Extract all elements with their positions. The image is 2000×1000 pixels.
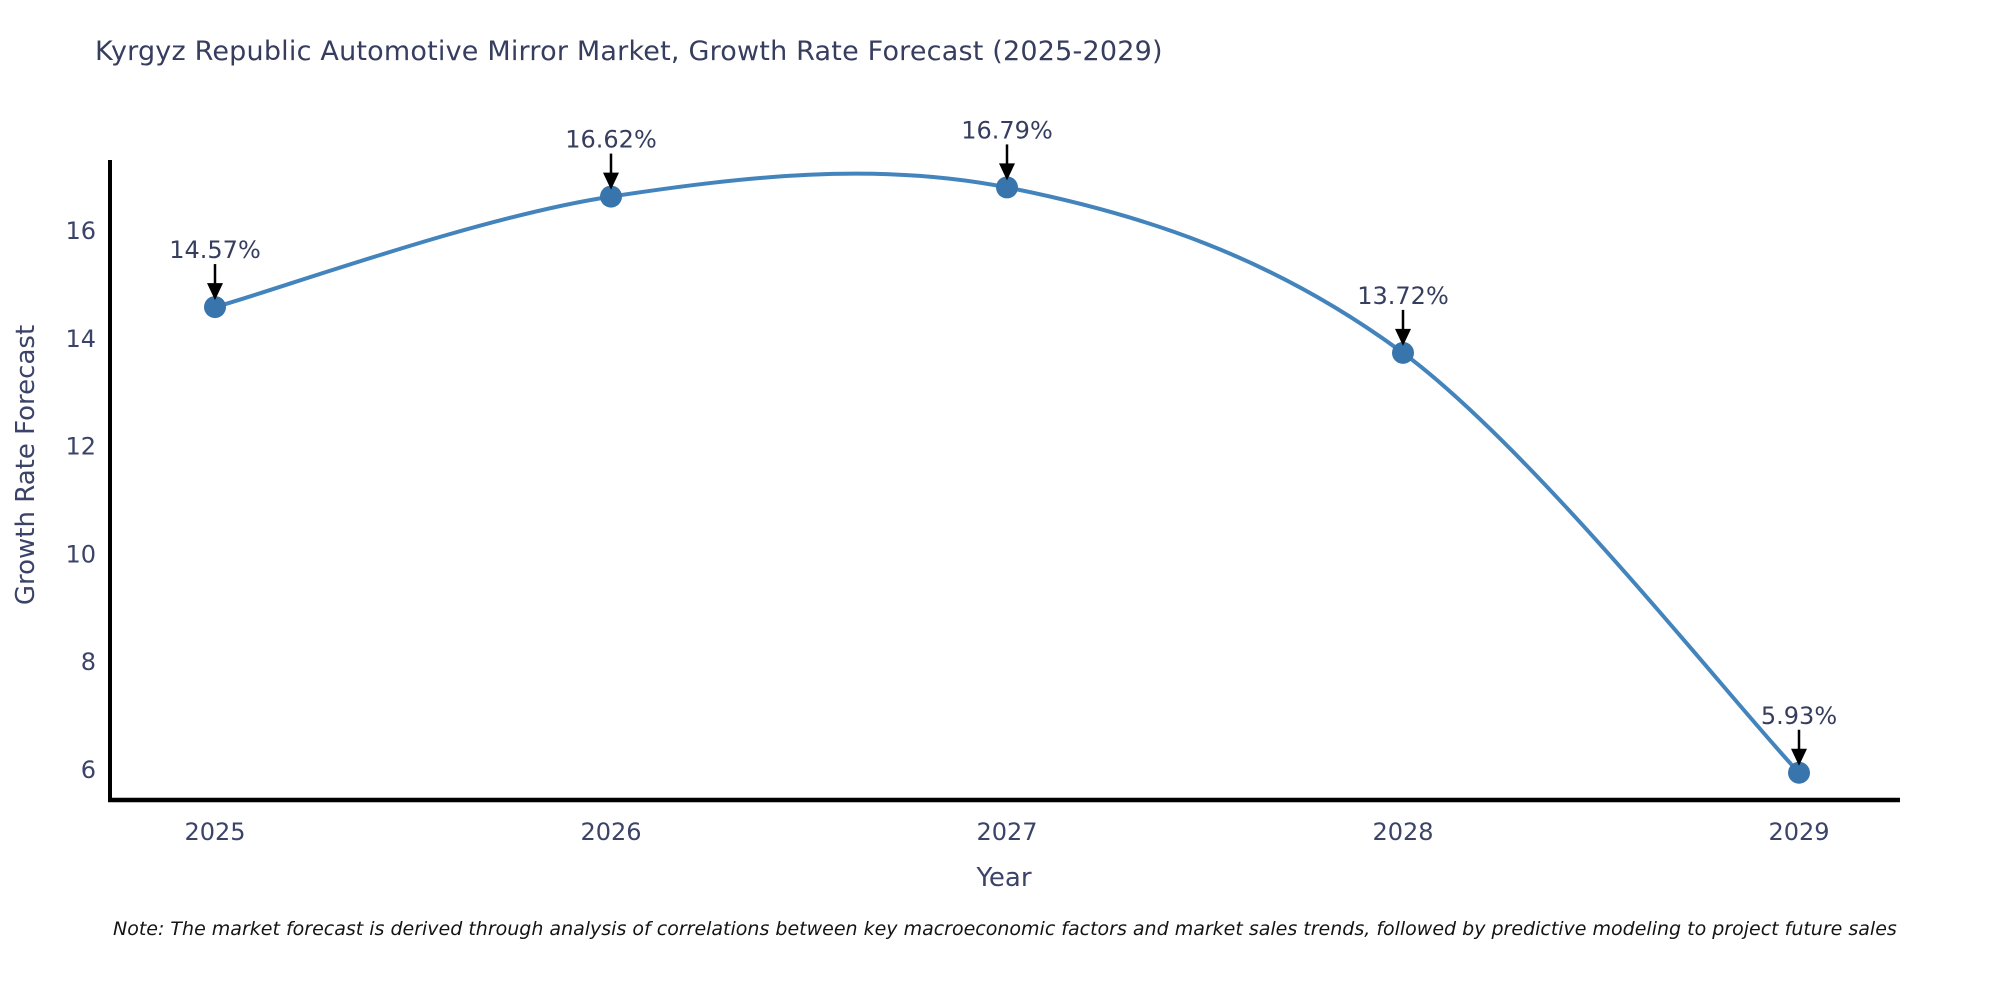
x-tick-label: 2027 xyxy=(976,818,1037,846)
y-tick-label: 12 xyxy=(65,433,96,461)
data-point xyxy=(204,296,226,319)
annotation-arrowhead-icon xyxy=(207,283,223,301)
x-tick-label: 2026 xyxy=(580,818,641,846)
point-value-label: 13.72% xyxy=(1357,282,1449,310)
annotation-arrowhead-icon xyxy=(603,172,619,190)
y-tick-label: 16 xyxy=(65,217,96,245)
data-point xyxy=(996,176,1018,199)
y-tick-label: 8 xyxy=(81,648,96,676)
trend-line xyxy=(213,171,1801,775)
point-value-label: 5.93% xyxy=(1761,702,1837,730)
chart-title: Kyrgyz Republic Automotive Mirror Market… xyxy=(95,36,1163,67)
y-tick-label: 10 xyxy=(65,540,96,568)
x-tick-label: 2029 xyxy=(1768,818,1829,846)
data-point xyxy=(1392,341,1414,364)
x-tick-label: 2025 xyxy=(184,818,245,846)
y-axis-label: Growth Rate Forecast xyxy=(11,325,41,605)
y-tick-label: 6 xyxy=(81,756,96,784)
annotation-arrowhead-icon xyxy=(1791,748,1807,766)
annotation-arrowhead-icon xyxy=(999,163,1015,181)
y-tick-label: 14 xyxy=(65,325,96,353)
point-value-label: 16.62% xyxy=(565,126,657,154)
chart-footnote: Note: The market forecast is derived thr… xyxy=(113,918,1897,940)
annotation-arrowhead-icon xyxy=(1395,328,1411,346)
x-tick-label: 2028 xyxy=(1372,818,1433,846)
point-value-label: 14.57% xyxy=(169,236,261,264)
x-axis-label: Year xyxy=(975,863,1031,893)
point-value-label: 16.79% xyxy=(961,116,1053,144)
data-point xyxy=(1788,761,1810,784)
data-point xyxy=(600,185,622,208)
